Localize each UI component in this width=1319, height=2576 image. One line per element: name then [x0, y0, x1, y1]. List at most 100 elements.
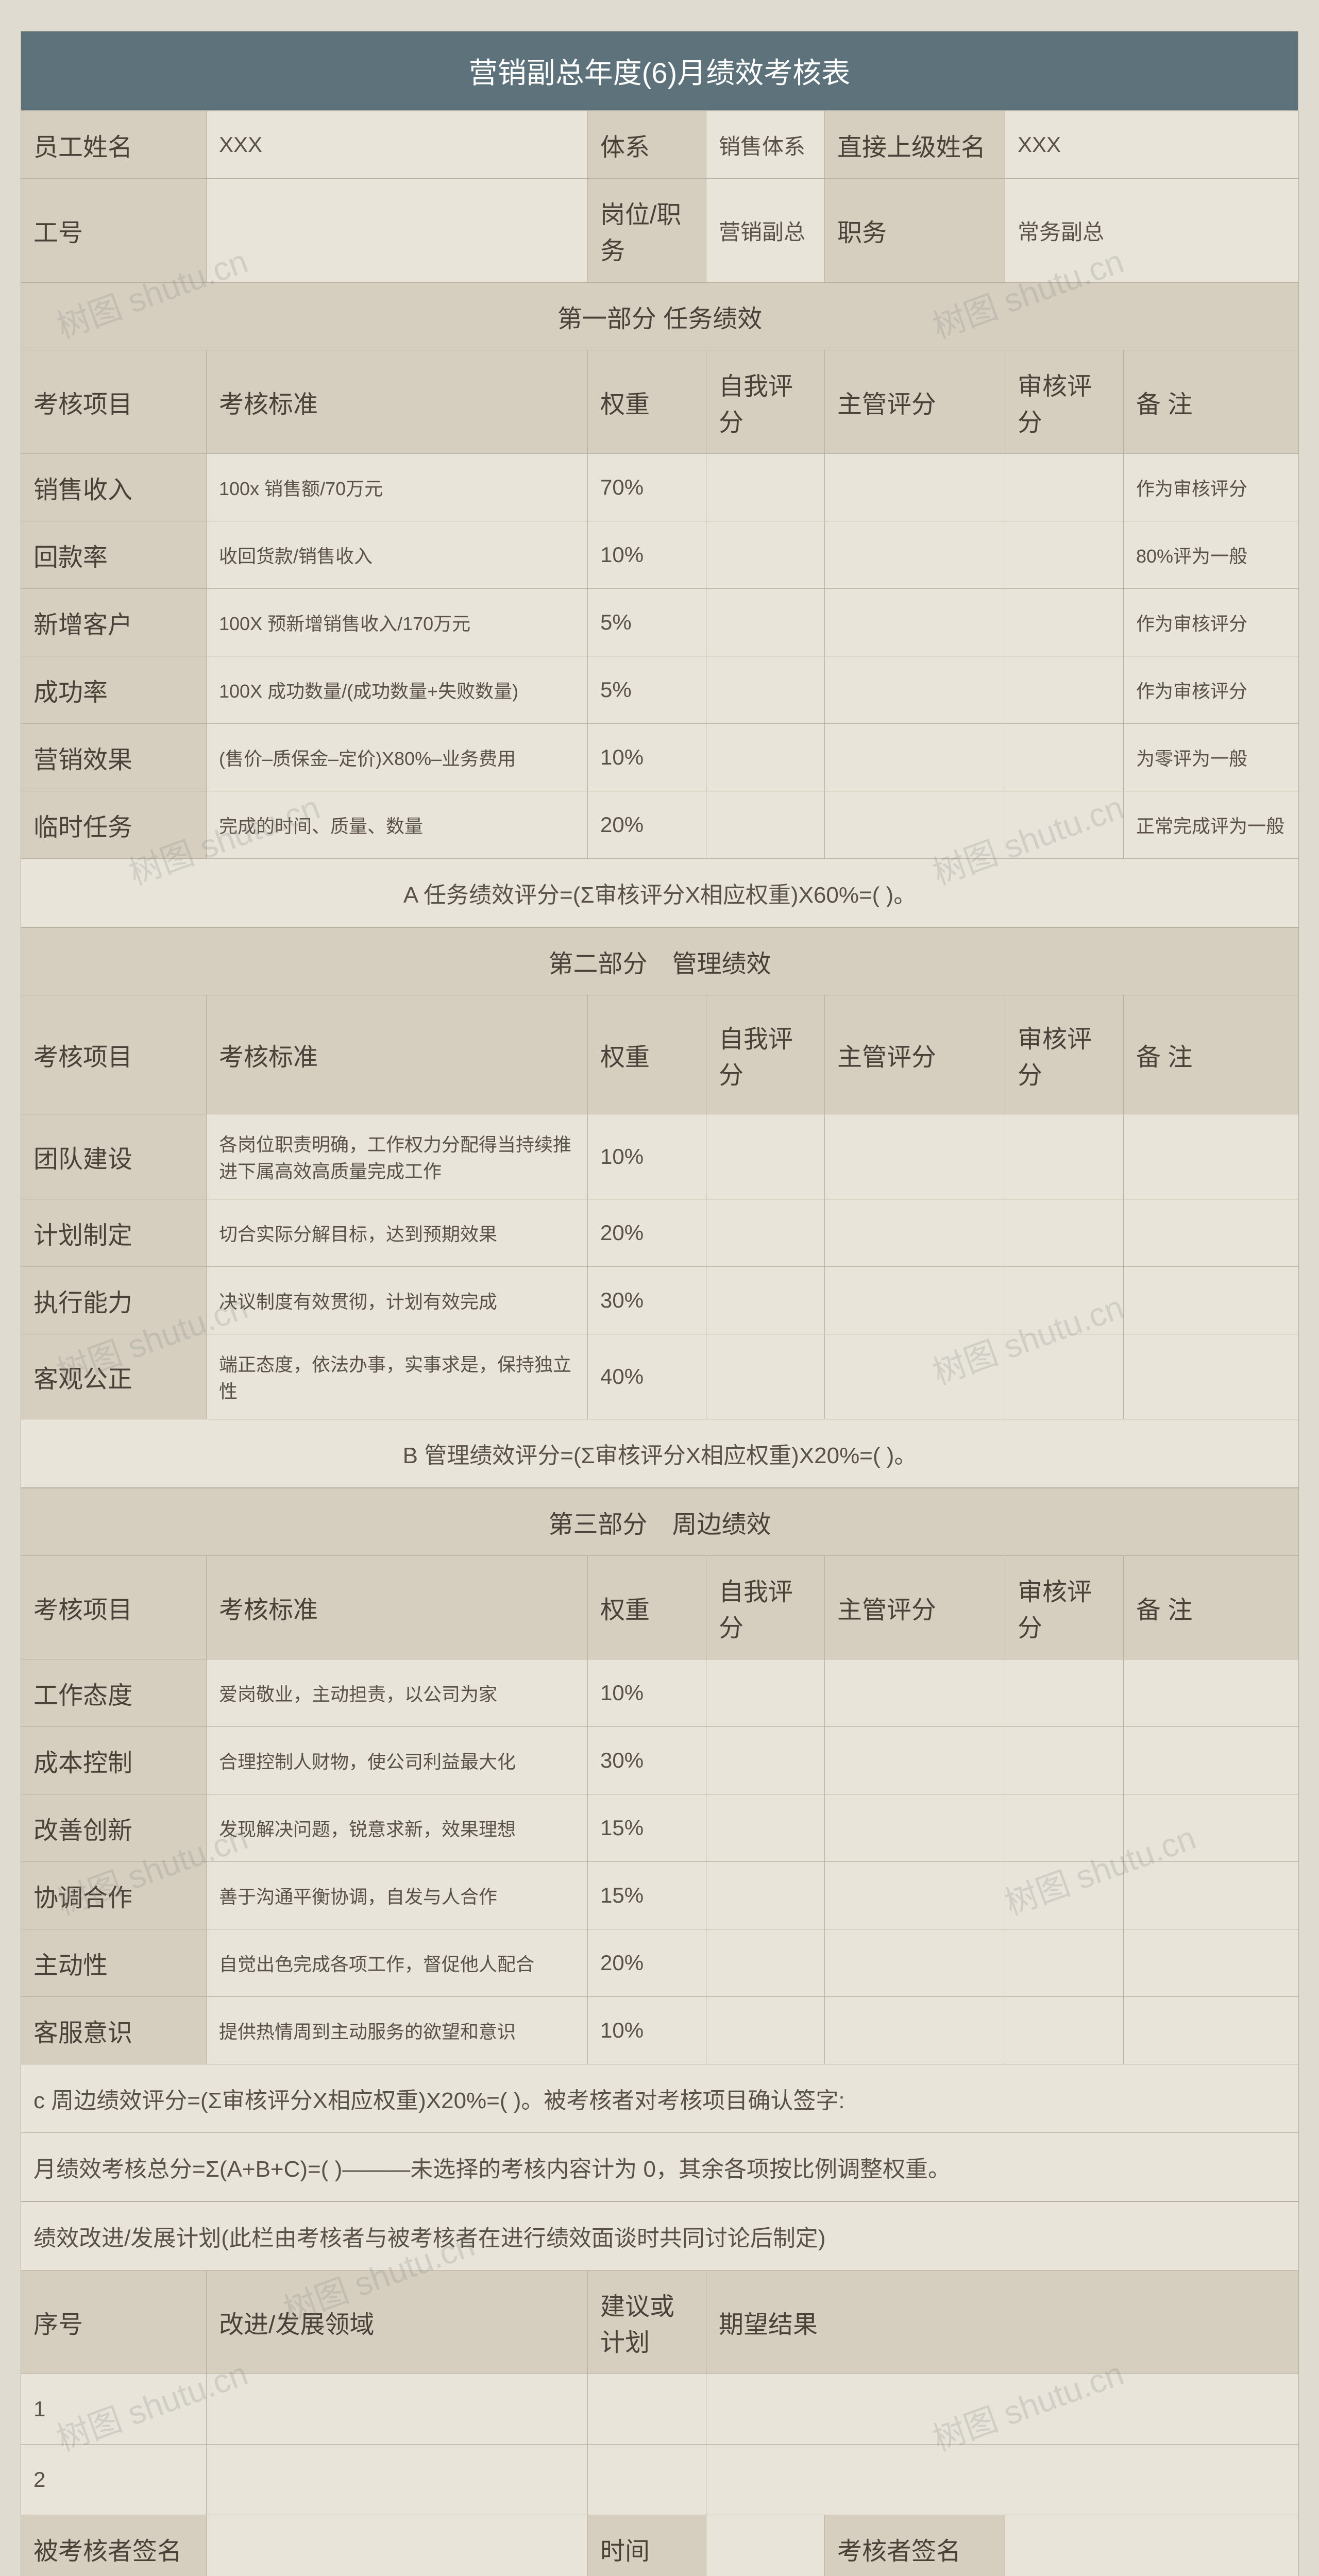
table-row: 成本控制合理控制人财物，使公司利益最大化30% [21, 1727, 1299, 1794]
table-row: 客服意识提供热情周到主动服务的欲望和意识10% [21, 1997, 1299, 2064]
part3-formula-total: 月绩效考核总分=Σ(A+B+C)=( )———未选择的考核内容计为 0，其余各项… [21, 2133, 1299, 2201]
mgr-cell [825, 454, 1005, 521]
table-row: 员工姓名 XXX 体系 销售体系 直接上级姓名 XXX [21, 111, 1299, 179]
mgr-cell [825, 1659, 1005, 1727]
standard-cell: 100X 成功数量/(成功数量+失败数量) [207, 656, 588, 724]
weight-cell: 40% [588, 1334, 706, 1419]
item-cell: 销售收入 [21, 454, 207, 521]
audit-cell [1005, 1267, 1124, 1334]
table-row: 改善创新发现解决问题，锐意求新，效果理想15% [21, 1794, 1299, 1862]
mgr-cell [825, 1997, 1005, 2064]
mgr-cell [825, 521, 1005, 589]
form-title: 营销副总年度(6)月绩效考核表 [21, 31, 1298, 111]
remark-cell [1124, 1997, 1299, 2064]
standard-cell: 合理控制人财物，使公司利益最大化 [207, 1727, 588, 1794]
mgr-cell [825, 1727, 1005, 1794]
duty-value: 常务副总 [1005, 179, 1299, 282]
item-cell: 成本控制 [21, 1727, 207, 1794]
weight-cell: 10% [588, 1997, 706, 2064]
audit-cell [1005, 1794, 1124, 1862]
col-self: 自我评分 [706, 1556, 825, 1659]
table-row: 营销效果(售价–质保金–定价)X80%–业务费用10%为零评为一般 [21, 724, 1299, 791]
audit-cell [1005, 1997, 1124, 2064]
remark-cell [1124, 1794, 1299, 1862]
plan-expect-1 [706, 2374, 1299, 2445]
audit-cell [1005, 1114, 1124, 1199]
remark-cell: 正常完成评为一般 [1124, 791, 1299, 859]
table-row: 考核项目 考核标准 权重 自我评分 主管评分 审核评分 备 注 [21, 1556, 1299, 1659]
remark-cell [1124, 1929, 1299, 1997]
col-mgr: 主管评分 [825, 1556, 1005, 1659]
standard-cell: 100X 预新增销售收入/170万元 [207, 589, 588, 656]
part1-formula: A 任务绩效评分=(Σ审核评分X相应权重)X60%=( )。 [21, 859, 1299, 927]
audit-cell [1005, 521, 1124, 589]
mgr-cell [825, 589, 1005, 656]
self-cell [706, 1929, 825, 1997]
mgr-cell [825, 1114, 1005, 1199]
col-weight: 权重 [588, 995, 706, 1114]
remark-cell [1124, 1267, 1299, 1334]
col-standard: 考核标准 [207, 350, 588, 454]
mgr-cell [825, 1794, 1005, 1862]
mgr-cell [825, 791, 1005, 859]
col-standard: 考核标准 [207, 1556, 588, 1659]
remark-cell: 作为审核评分 [1124, 589, 1299, 656]
audit-cell [1005, 791, 1124, 859]
table-row: 回款率收回货款/销售收入10%80%评为一般 [21, 521, 1299, 589]
col-audit: 审核评分 [1005, 350, 1124, 454]
part2-header: 第二部分 管理绩效 [21, 928, 1299, 995]
remark-cell [1124, 1727, 1299, 1794]
table-row: 计划制定切合实际分解目标，达到预期效果20% [21, 1199, 1299, 1267]
remark-cell [1124, 1659, 1299, 1727]
audit-cell [1005, 1727, 1124, 1794]
weight-cell: 5% [588, 656, 706, 724]
audit-cell [1005, 724, 1124, 791]
self-cell [706, 1114, 825, 1199]
item-cell: 工作态度 [21, 1659, 207, 1727]
self-cell [706, 1659, 825, 1727]
self-cell [706, 454, 825, 521]
standard-cell: (售价–质保金–定价)X80%–业务费用 [207, 724, 588, 791]
col-area: 改进/发展领域 [207, 2270, 588, 2374]
col-item: 考核项目 [21, 350, 207, 454]
item-cell: 执行能力 [21, 1267, 207, 1334]
weight-cell: 20% [588, 1199, 706, 1267]
system-value: 销售体系 [706, 111, 825, 179]
item-cell: 新增客户 [21, 589, 207, 656]
standard-cell: 爱岗敬业，主动担责，以公司为家 [207, 1659, 588, 1727]
weight-cell: 20% [588, 791, 706, 859]
standard-cell: 收回货款/销售收入 [207, 521, 588, 589]
self-cell [706, 1267, 825, 1334]
mgr-cell [825, 1267, 1005, 1334]
standard-cell: 提供热情周到主动服务的欲望和意识 [207, 1997, 588, 2064]
remark-cell: 作为审核评分 [1124, 656, 1299, 724]
item-cell: 改善创新 [21, 1794, 207, 1862]
col-audit: 审核评分 [1005, 1556, 1124, 1659]
mgr-cell [825, 724, 1005, 791]
audit-cell [1005, 589, 1124, 656]
self-cell [706, 521, 825, 589]
col-mgr: 主管评分 [825, 995, 1005, 1114]
col-self: 自我评分 [706, 350, 825, 454]
examiner-sign-value [1005, 2515, 1299, 2576]
part2-formula: B 管理绩效评分=(Σ审核评分X相应权重)X20%=( )。 [21, 1419, 1299, 1488]
table-row: 协调合作善于沟通平衡协调，自发与人合作15% [21, 1862, 1299, 1929]
weight-cell: 15% [588, 1862, 706, 1929]
table-row: 客观公正端正态度，依法办事，实事求是，保持独立性40% [21, 1334, 1299, 1419]
self-cell [706, 589, 825, 656]
col-weight: 权重 [588, 1556, 706, 1659]
item-cell: 回款率 [21, 521, 207, 589]
part3-header: 第三部分 周边绩效 [21, 1488, 1299, 1556]
col-remark: 备 注 [1124, 350, 1299, 454]
table-row: 临时任务完成的时间、质量、数量20%正常完成评为一般 [21, 791, 1299, 859]
mgr-cell [825, 1929, 1005, 1997]
self-cell [706, 1997, 825, 2064]
weight-cell: 70% [588, 454, 706, 521]
audit-cell [1005, 1862, 1124, 1929]
audit-cell [1005, 1929, 1124, 1997]
self-cell [706, 791, 825, 859]
weight-cell: 20% [588, 1929, 706, 1997]
table-row: 序号 改进/发展领域 建议或计划 期望结果 [21, 2270, 1299, 2374]
table-row: 主动性自觉出色完成各项工作，督促他人配合20% [21, 1929, 1299, 1997]
remark-cell: 80%评为一般 [1124, 521, 1299, 589]
